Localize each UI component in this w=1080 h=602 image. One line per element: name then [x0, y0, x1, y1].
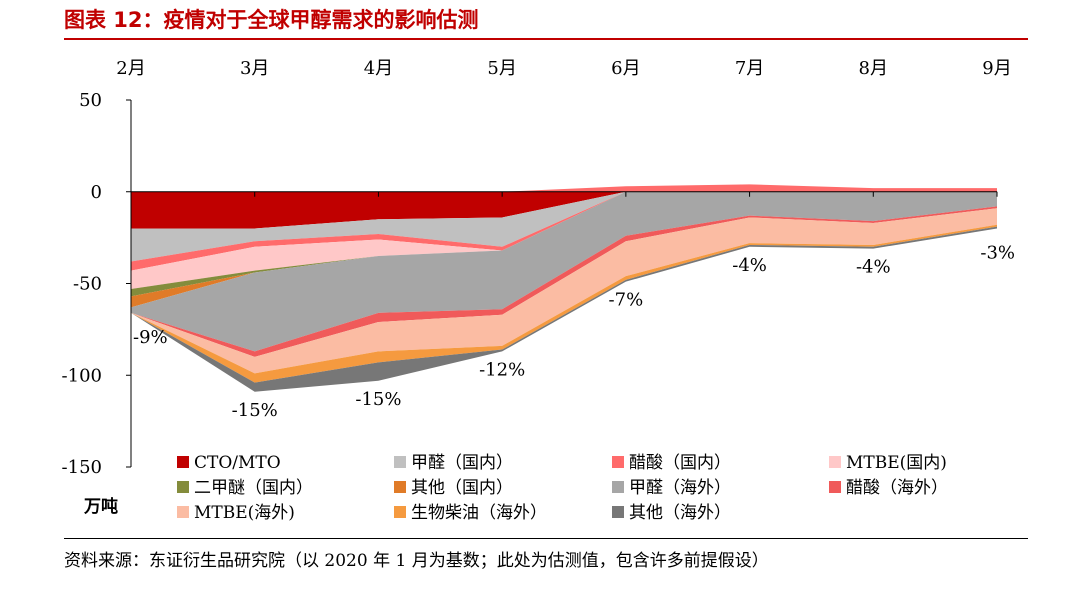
legend-swatch	[394, 481, 406, 493]
legend-swatch	[177, 456, 189, 468]
legend-item: 二甲醚（国内）	[177, 478, 313, 498]
legend-swatch	[829, 456, 841, 468]
x-tick-label: 5月	[487, 58, 516, 79]
title-rule	[64, 38, 1028, 40]
x-tick-label: 9月	[982, 58, 1011, 79]
data-labels: -9% -15% -15% -12% -7% -4% -4% -3%	[133, 242, 1015, 420]
x-tick-label: 6月	[611, 58, 640, 79]
x-tick-label: 3月	[240, 58, 269, 79]
legend-swatch	[612, 481, 624, 493]
area-layers	[131, 184, 997, 392]
area-series-1	[131, 191, 997, 262]
legend-label: 二甲醚（国内）	[194, 478, 313, 498]
source-note: 资料来源：东证衍生品研究院（以 2020 年 1 月为基数；此处为估测值，包含许…	[64, 551, 769, 571]
legend-swatch	[612, 506, 624, 518]
legend-swatch	[394, 506, 406, 518]
annotation-label: -3%	[980, 242, 1015, 263]
annotation-label: -4%	[856, 257, 891, 278]
legend-label: MTBE(国内)	[846, 453, 947, 473]
axes: 2月 3月 4月 5月 6月 7月 8月 9月 50 0 -50 -100 -150	[62, 58, 1012, 478]
source-rule	[64, 538, 1028, 539]
legend-label: 醋酸（海外）	[846, 478, 948, 498]
positive-band-area	[131, 184, 997, 192]
area-series-9	[131, 224, 997, 383]
area-series-6	[131, 191, 997, 352]
legend-item: 甲醛（海外）	[612, 478, 731, 498]
legend-label: 其他（国内）	[411, 478, 513, 498]
legend-swatch	[177, 481, 189, 493]
legend-item: 醋酸（海外）	[829, 478, 948, 498]
legend-item: 其他（国内）	[394, 478, 513, 498]
legend-swatch	[177, 506, 189, 518]
legend-label: CTO/MTO	[194, 453, 281, 473]
x-tick-label: 8月	[859, 58, 888, 79]
legend: CTO/MTO 甲醛（国内） 醋酸（国内） MTBE(国内) 二甲醚（国内） 其他（国内）…	[177, 453, 948, 523]
y-tick-label: -100	[62, 365, 102, 386]
y-tick-label: 0	[91, 182, 102, 203]
methanol-demand-chart: 2月 3月 4月 5月 6月 7月 8月 9月 50 0 -50 -100 -150 -9% -15% -1…	[62, 58, 1015, 523]
x-tick-label: 4月	[364, 58, 393, 79]
annotation-label: -12%	[479, 359, 525, 380]
figure-title: 图表 12：疫情对于全球甲醇需求的影响估测	[64, 8, 479, 32]
annotation-label: -4%	[732, 255, 767, 276]
legend-item: MTBE(海外)	[177, 503, 295, 523]
area-series-0	[131, 191, 997, 229]
legend-swatch	[829, 481, 841, 493]
legend-label: MTBE(海外)	[194, 503, 295, 523]
legend-item: CTO/MTO	[177, 453, 281, 473]
legend-label: 其他（海外）	[629, 503, 731, 523]
annotation-label: -9%	[133, 327, 168, 348]
annotation-label: -7%	[609, 290, 644, 311]
legend-item: 醋酸（国内）	[612, 453, 731, 473]
x-tick-label: 2月	[116, 58, 145, 79]
legend-item: MTBE(国内)	[829, 453, 947, 473]
y-tick-label: 50	[79, 90, 102, 111]
legend-item: 甲醛（国内）	[394, 453, 513, 473]
legend-item: 生物柴油（海外）	[394, 503, 547, 523]
area-series-8	[131, 208, 997, 374]
legend-label: 甲醛（海外）	[629, 478, 731, 498]
area-series-7	[131, 206, 997, 357]
legend-label: 甲醛（国内）	[411, 453, 513, 473]
unit-label: 万吨	[84, 497, 118, 517]
annotation-label: -15%	[355, 389, 401, 410]
legend-item: 其他（海外）	[612, 503, 731, 523]
legend-swatch	[612, 456, 624, 468]
y-tick-label: -150	[62, 457, 102, 478]
legend-swatch	[394, 456, 406, 468]
legend-label: 生物柴油（海外）	[411, 503, 547, 523]
y-tick-label: -50	[73, 274, 102, 295]
x-tick-label: 7月	[735, 58, 764, 79]
annotation-label: -15%	[232, 400, 278, 421]
legend-label: 醋酸（国内）	[629, 453, 731, 473]
